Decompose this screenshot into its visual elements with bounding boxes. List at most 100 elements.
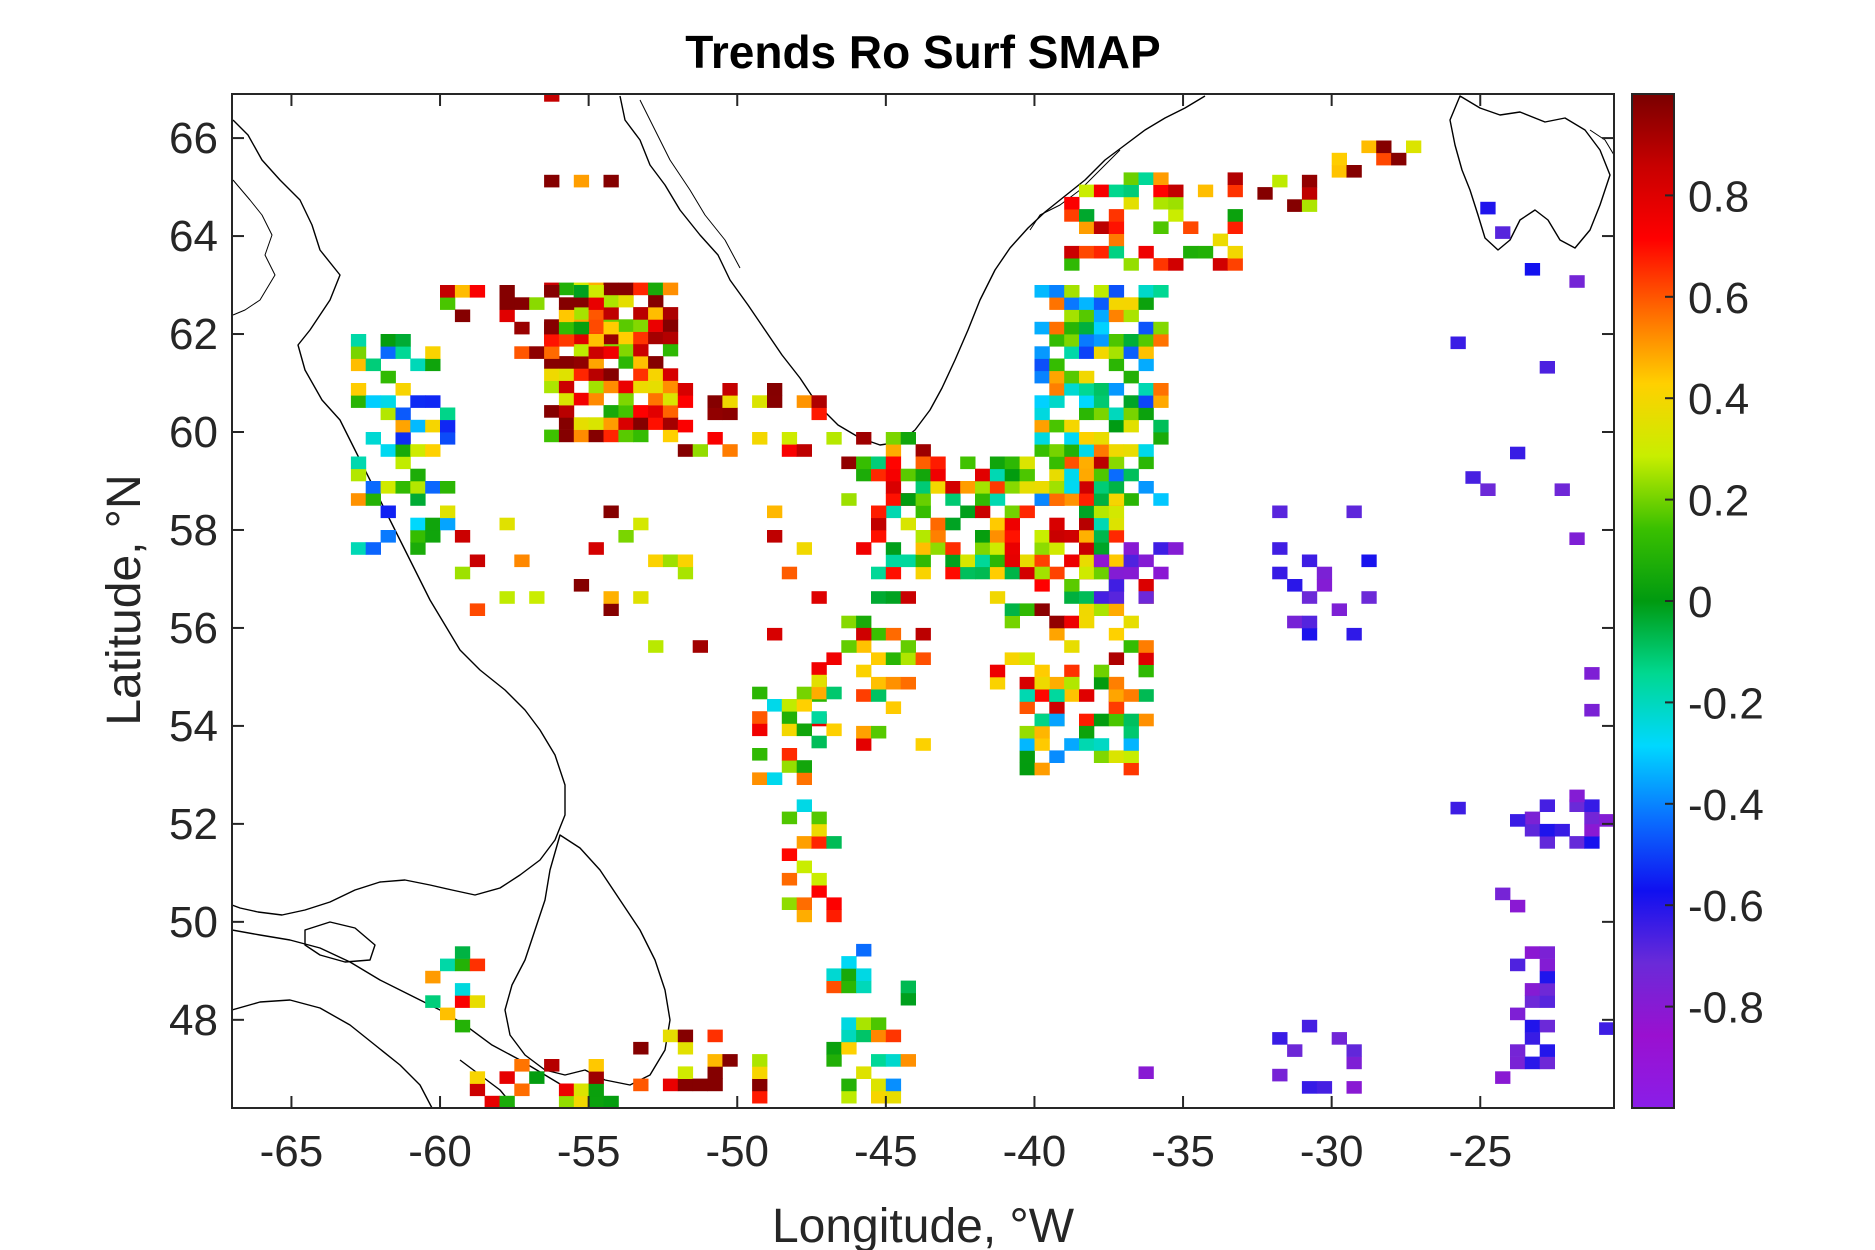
trend-cell	[1079, 407, 1095, 421]
trend-cell	[603, 346, 619, 359]
trend-cell	[856, 615, 872, 629]
trend-cell	[395, 419, 411, 433]
trend-cell	[1287, 199, 1303, 212]
trend-cell	[558, 1083, 575, 1097]
x-axis-label: Longitude, °W	[772, 1200, 1075, 1250]
trend-cell	[796, 897, 812, 910]
trend-cell	[544, 380, 560, 394]
trend-cell	[1093, 750, 1110, 763]
trend-cell	[499, 1071, 515, 1084]
colorbar-tick-label: -0.2	[1688, 679, 1764, 728]
trend-cell	[796, 772, 812, 785]
trend-cell	[633, 1078, 649, 1092]
trend-cell	[1079, 297, 1095, 310]
trend-cell	[885, 1078, 902, 1092]
trend-cell	[425, 970, 441, 984]
trend-cell	[1123, 713, 1139, 727]
trend-cell	[1168, 542, 1184, 555]
trend-cell	[1108, 481, 1125, 494]
trend-cell	[1138, 444, 1154, 457]
trend-cell	[885, 456, 902, 470]
trend-cell	[1064, 493, 1080, 506]
trend-cell	[1153, 172, 1169, 185]
trend-cell	[871, 456, 887, 470]
trend-cell	[989, 664, 1006, 678]
y-tick-label: 48	[169, 996, 218, 1045]
trend-cell	[603, 417, 619, 430]
trend-cell	[544, 356, 560, 369]
trend-cell	[1034, 419, 1050, 433]
trend-cell	[618, 331, 634, 345]
trend-cell	[588, 346, 604, 359]
trend-cell	[811, 836, 827, 849]
trend-cell	[1093, 738, 1110, 751]
trend-cell	[440, 419, 456, 433]
trend-cell	[1480, 483, 1496, 496]
trend-cell	[1123, 493, 1139, 506]
trend-cell	[588, 1083, 604, 1097]
trend-cell	[440, 285, 456, 298]
trend-cell	[1093, 603, 1110, 616]
trend-cell	[1064, 285, 1080, 298]
trend-cell	[1108, 245, 1125, 259]
trend-cell	[1153, 493, 1169, 506]
trend-cell	[900, 992, 916, 1006]
trend-cell	[1495, 226, 1511, 239]
trend-cell	[573, 392, 590, 406]
trend-cell	[900, 980, 916, 994]
trend-cell	[767, 627, 783, 641]
trend-cell	[1064, 554, 1080, 568]
trend-cell	[1108, 233, 1125, 247]
x-tick-label: -50	[705, 1127, 769, 1176]
trend-cell	[1524, 1019, 1541, 1033]
trend-cell	[1034, 566, 1050, 580]
trend-cell	[395, 444, 411, 457]
trend-cell	[811, 811, 827, 825]
trend-cell	[1108, 358, 1125, 372]
trend-cell	[618, 343, 634, 357]
trend-cell	[558, 334, 575, 347]
trend-cell	[425, 995, 441, 1008]
trend-cell	[662, 554, 679, 568]
trend-cell	[677, 1029, 694, 1043]
trend-cell	[1123, 542, 1139, 555]
trend-cell	[1079, 370, 1095, 384]
trend-cell	[885, 481, 902, 494]
trend-cell	[841, 640, 857, 653]
x-tick-label: -45	[854, 1127, 918, 1176]
trend-cell	[915, 481, 931, 494]
trend-cell	[573, 417, 590, 430]
colorbar-ticks: -0.8 -0.6 -0.4 -0.2 0 0.2 0.4 0.6 0.8	[1665, 172, 1764, 1033]
trend-cell	[915, 468, 931, 482]
x-tick-label: -60	[408, 1127, 472, 1176]
trend-cell	[1079, 689, 1095, 702]
trend-cell	[960, 554, 976, 568]
trend-cell	[1108, 184, 1125, 198]
trend-cell	[1123, 370, 1139, 384]
trend-cell	[856, 1066, 872, 1079]
trend-cell	[1108, 334, 1125, 347]
trend-cell	[856, 968, 872, 981]
trend-cell	[603, 331, 619, 345]
trend-cell	[1019, 738, 1035, 751]
trend-cell	[856, 1029, 872, 1043]
trend-cell	[677, 554, 694, 568]
trend-cell	[1153, 566, 1169, 580]
trend-cell	[454, 946, 471, 959]
trend-cell	[1108, 209, 1125, 222]
trend-cell	[1153, 395, 1169, 408]
trend-cell	[811, 823, 827, 837]
chart-title: Trends Ro Surf SMAP	[685, 26, 1160, 78]
trend-cell	[1004, 542, 1020, 555]
trend-cell	[885, 701, 902, 714]
trend-cell	[885, 542, 902, 555]
trend-cell	[1539, 958, 1555, 972]
trend-cell	[603, 591, 619, 604]
trend-cell	[781, 872, 798, 886]
trend-cell	[930, 468, 946, 482]
trend-cell	[856, 1017, 872, 1030]
trend-cell	[1138, 321, 1154, 335]
trend-cell	[440, 505, 456, 519]
trend-cell	[1079, 725, 1095, 739]
trend-cell	[1108, 701, 1125, 714]
